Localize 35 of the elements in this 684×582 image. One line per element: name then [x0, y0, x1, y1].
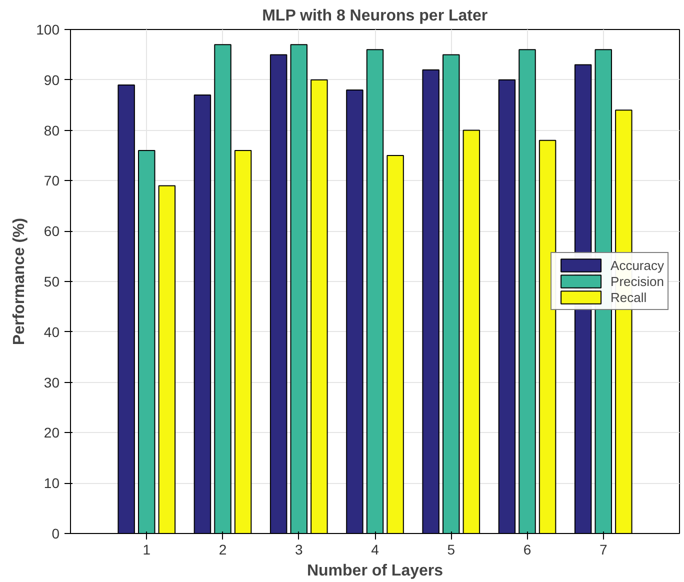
- legend-label: Recall: [610, 289, 647, 305]
- chart-title: MLP with 8 Neurons per Later: [262, 8, 488, 24]
- bar: [422, 69, 440, 534]
- bar: [194, 94, 212, 534]
- y-tick-label: 10: [44, 475, 60, 492]
- x-tick-label: 7: [599, 542, 608, 558]
- y-tick-label: 20: [44, 424, 60, 441]
- y-tick-label: 0: [52, 526, 60, 542]
- y-axis-title: Performance (%): [11, 218, 28, 346]
- x-tick-label: 1: [142, 542, 151, 558]
- y-tick-label: 50: [44, 274, 60, 290]
- y-tick-label: 40: [44, 324, 60, 340]
- bar: [158, 185, 176, 534]
- x-tick-label: 5: [447, 542, 456, 558]
- y-tick-label: 80: [44, 122, 60, 138]
- bar: [270, 54, 288, 534]
- y-tick-label: 90: [44, 72, 60, 88]
- bar: [498, 79, 516, 534]
- bar: [118, 84, 135, 534]
- y-tick-label: 60: [44, 223, 60, 240]
- y-tick-label: 100: [36, 22, 60, 38]
- bar: [462, 130, 480, 534]
- legend-label: Accuracy: [610, 257, 664, 273]
- x-axis-title: Number of Layers: [306, 562, 444, 580]
- x-tick-label: 6: [523, 542, 532, 558]
- x-tick-label: 2: [218, 542, 227, 558]
- y-tick-label: 30: [44, 374, 60, 390]
- x-tick-label: 3: [294, 542, 303, 558]
- bar: [386, 155, 404, 534]
- y-tick-label: 70: [44, 172, 60, 189]
- bar: [310, 79, 328, 534]
- bar: [346, 89, 364, 534]
- legend-label: Precision: [610, 273, 664, 289]
- x-tick-label: 4: [371, 542, 380, 558]
- bar: [234, 150, 252, 534]
